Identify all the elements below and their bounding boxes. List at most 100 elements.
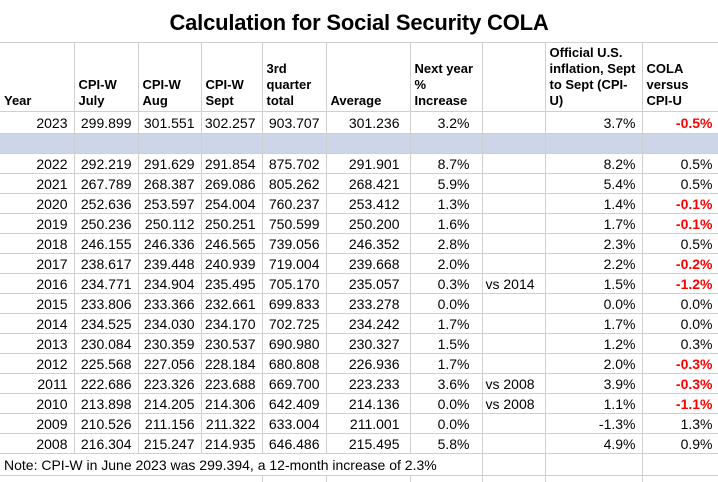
quarter-total-cell: 719.004 (262, 253, 327, 275)
header-row: Year CPI-W July CPI-W Aug CPI-W Sept 3rd… (0, 41, 718, 113)
cpiw-aug-cell: 214.205 (138, 393, 202, 415)
year-cell: 2016 (0, 273, 75, 295)
cpiw-aug-cell: 250.112 (138, 213, 202, 235)
cola-versus-cpiu-cell: 0.0% (642, 293, 718, 315)
col-header-year: Year (0, 41, 75, 113)
average-cell: 223.233 (326, 373, 411, 395)
cola-versus-cpiu-cell: 1.3% (642, 413, 718, 435)
official-inflation-cell: 1.1% (545, 393, 643, 415)
comparison-note-cell (482, 433, 546, 455)
year-cell: 2010 (0, 393, 75, 415)
quarter-total-cell: 875.702 (262, 153, 327, 175)
cola-versus-cpiu-cell: -0.2% (642, 253, 718, 275)
separator-row (0, 133, 718, 155)
comparison-note-cell (482, 173, 546, 195)
official-inflation-cell: 1.5% (545, 273, 643, 295)
empty-cell (482, 475, 546, 482)
empty-cell (482, 453, 546, 477)
cpiw-sept-cell: 246.565 (201, 233, 263, 255)
note-row: Note: CPI-W in June 2023 was 299.394, a … (0, 453, 718, 477)
average-cell: 226.936 (326, 353, 411, 375)
col-header-cpiw-aug: CPI-W Aug (138, 41, 202, 113)
official-inflation-cell: -1.3% (545, 413, 643, 435)
next-year-increase-cell: 0.0% (410, 293, 483, 315)
cpiw-aug-cell: 291.629 (138, 153, 202, 175)
cola-versus-cpiu-cell: 0.5% (642, 153, 718, 175)
col-header-cpiw-july: CPI-W July (74, 41, 139, 113)
comparison-note-cell (482, 253, 546, 275)
cola-versus-cpiu-cell: 0.3% (642, 333, 718, 355)
cpiw-july-cell: 246.155 (74, 233, 139, 255)
empty-cell (326, 475, 411, 482)
cpiw-aug-cell: 211.156 (138, 413, 202, 435)
cpiw-aug-cell: 223.326 (138, 373, 202, 395)
col-header-3rd-quarter-total: 3rd quarter total (262, 41, 327, 113)
official-inflation-cell: 2.0% (545, 353, 643, 375)
comparison-note-cell (482, 111, 546, 135)
next-year-increase-cell: 1.3% (410, 193, 483, 215)
table-row: 2008 216.304 215.247 214.935 646.486 215… (0, 433, 718, 455)
page-title: Calculation for Social Security COLA (169, 10, 549, 35)
quarter-total-cell: 699.833 (262, 293, 327, 315)
next-year-increase-cell: 1.6% (410, 213, 483, 235)
year-cell: 2015 (0, 293, 75, 315)
cpiw-july-cell: 292.219 (74, 153, 139, 175)
comparison-note-cell: vs 2008 (482, 373, 546, 395)
comparison-note-cell: vs 2014 (482, 273, 546, 295)
table-row: 2019 250.236 250.112 250.251 750.599 250… (0, 213, 718, 235)
cpiw-aug-cell: 301.551 (138, 111, 202, 135)
cpiw-aug-cell: 246.336 (138, 233, 202, 255)
next-year-increase-cell: 0.0% (410, 413, 483, 435)
table-row: 2018 246.155 246.336 246.565 739.056 246… (0, 233, 718, 255)
next-year-increase-cell: 0.0% (410, 393, 483, 415)
official-inflation-cell: 3.7% (545, 111, 643, 135)
cpiw-sept-cell: 291.854 (201, 153, 263, 175)
next-year-increase-cell: 1.5% (410, 333, 483, 355)
cpiw-sept-cell: 223.688 (201, 373, 263, 395)
table-row: 2017 238.617 239.448 240.939 719.004 239… (0, 253, 718, 275)
year-cell: 2020 (0, 193, 75, 215)
cpiw-sept-cell: 232.661 (201, 293, 263, 315)
cpiw-july-cell: 238.617 (74, 253, 139, 275)
cpiw-july-cell: 222.686 (74, 373, 139, 395)
cpiw-sept-cell: 234.170 (201, 313, 263, 335)
col-header-cpiw-sept: CPI-W Sept (201, 41, 263, 113)
table-row: 2015 233.806 233.366 232.661 699.833 233… (0, 293, 718, 315)
next-year-increase-cell: 3.2% (410, 111, 483, 135)
cpiw-july-cell: 252.636 (74, 193, 139, 215)
cpiw-july-cell: 267.789 (74, 173, 139, 195)
comparison-note-cell (482, 313, 546, 335)
year-cell: 2019 (0, 213, 75, 235)
quarter-total-cell: 642.409 (262, 393, 327, 415)
quarter-total-cell: 669.700 (262, 373, 327, 395)
average-cell: 268.421 (326, 173, 411, 195)
cpiw-aug-cell: 253.597 (138, 193, 202, 215)
cpiw-sept-cell: 214.935 (201, 433, 263, 455)
cpiw-aug-cell: 233.366 (138, 293, 202, 315)
official-inflation-cell: 5.4% (545, 173, 643, 195)
empty-cell (262, 475, 327, 482)
quarter-total-cell: 646.486 (262, 433, 327, 455)
quarter-total-cell: 702.725 (262, 313, 327, 335)
cola-versus-cpiu-cell: -0.1% (642, 213, 718, 235)
cola-versus-cpiu-cell: -0.3% (642, 373, 718, 395)
table-row: 2011 222.686 223.326 223.688 669.700 223… (0, 373, 718, 395)
table-row: 2012 225.568 227.056 228.184 680.808 226… (0, 353, 718, 375)
source-row: Source: U.S. Bureau of Labor Statistics (0, 475, 718, 482)
year-cell: 2022 (0, 153, 75, 175)
quarter-total-cell: 739.056 (262, 233, 327, 255)
col-header-blank (482, 41, 546, 113)
cpiw-july-cell: 225.568 (74, 353, 139, 375)
cpiw-july-cell: 233.806 (74, 293, 139, 315)
cola-versus-cpiu-cell: 0.9% (642, 433, 718, 455)
average-cell: 250.200 (326, 213, 411, 235)
col-header-average: Average (326, 41, 411, 113)
comparison-note-cell (482, 233, 546, 255)
cpiw-july-cell: 234.525 (74, 313, 139, 335)
cpiw-sept-cell: 214.306 (201, 393, 263, 415)
official-inflation-cell: 2.3% (545, 233, 643, 255)
table-row: 2016 234.771 234.904 235.495 705.170 235… (0, 273, 718, 295)
table-row: 2010 213.898 214.205 214.306 642.409 214… (0, 393, 718, 415)
average-cell: 253.412 (326, 193, 411, 215)
table-row: 2009 210.526 211.156 211.322 633.004 211… (0, 413, 718, 435)
